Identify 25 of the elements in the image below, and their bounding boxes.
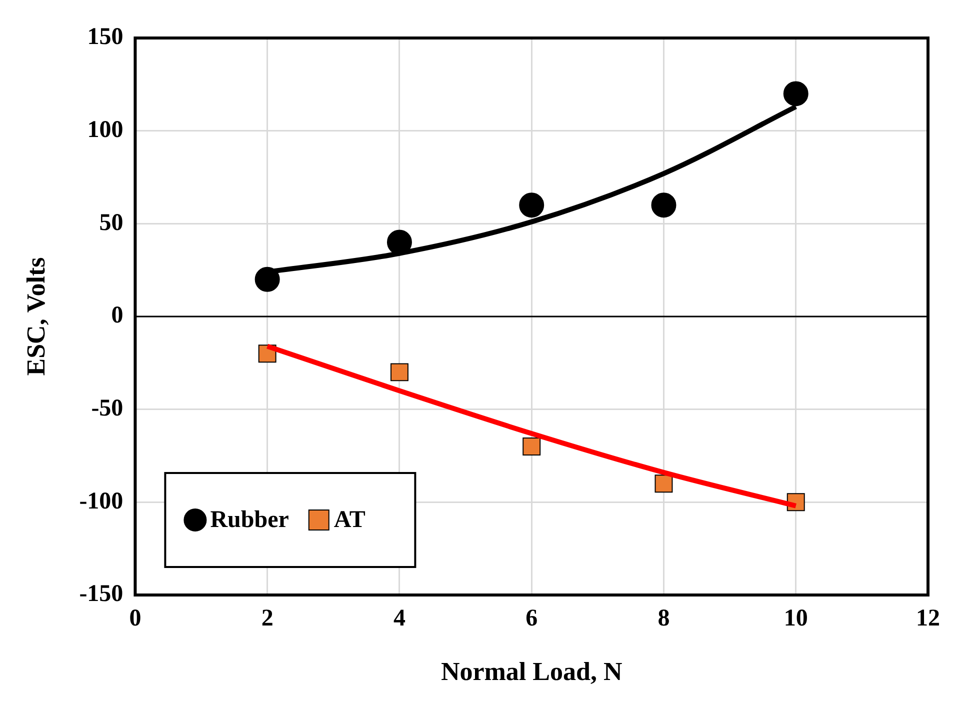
x-tick-label: 10 [784,606,808,632]
point [254,266,280,292]
y-tick-label: 0 [111,302,124,329]
x-tick-label: 4 [393,606,406,632]
point [390,363,408,382]
x-axis-title: Normal Load, N [440,657,622,686]
point [654,474,673,493]
point [651,192,676,218]
y-tick-label: 50 [99,210,124,236]
point [519,192,544,218]
point [522,437,541,456]
y-tick-label: -150 [79,581,124,608]
y-tick-label: 100 [87,117,124,144]
legend-label: AT [334,507,366,534]
y-axis-title: ESC, Volts [21,257,50,376]
point [783,81,808,106]
y-tick-label: 150 [87,24,124,50]
legend-label: Rubber [210,507,290,534]
x-tick-label: 2 [261,606,274,632]
x-tick-label: 6 [526,606,538,632]
x-tick-label: 8 [658,606,670,632]
x-tick-label: 12 [916,606,940,632]
y-tick-label: -50 [91,396,124,422]
x-tick-label: 0 [129,606,142,632]
y-tick-label: -100 [79,488,124,514]
